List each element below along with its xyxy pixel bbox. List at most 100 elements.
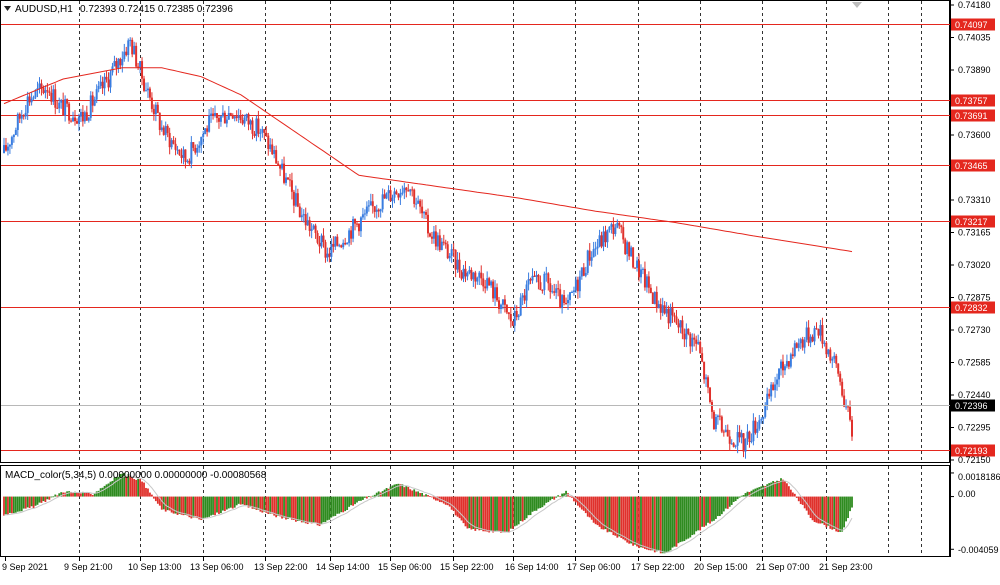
candle-body (393, 191, 396, 198)
candle-body (60, 100, 63, 103)
macd-bar (371, 495, 374, 497)
candle-body (334, 236, 337, 247)
candle-body (180, 155, 183, 158)
macd-bar (742, 495, 745, 497)
macd-bar (663, 496, 666, 554)
candle-body (454, 249, 457, 270)
candle-body (452, 249, 455, 251)
candle-body (501, 299, 504, 305)
macd-bar (669, 496, 672, 551)
candle-body (320, 235, 323, 247)
current-price-tag (951, 399, 995, 412)
candle-body (135, 45, 138, 67)
macd-bar (791, 492, 794, 497)
candle-body (612, 224, 615, 235)
level-tag-label: 0.73691 (955, 111, 988, 121)
macd-bar (291, 496, 293, 520)
candle-body (845, 406, 848, 408)
macd-bar (336, 496, 339, 514)
candle-body (425, 212, 428, 215)
candle-body (371, 201, 374, 207)
macd-title: MACD_color(5,34,5) 0.00000000 0.00000000… (5, 470, 267, 481)
macd-bar (782, 479, 784, 497)
candle-body (665, 308, 668, 314)
candle-body (831, 358, 834, 361)
macd-bar (54, 494, 57, 497)
candle-body (835, 355, 838, 364)
candle-body (643, 268, 646, 288)
candle-body (466, 272, 469, 277)
candle-body (127, 40, 130, 55)
scroll-marker-icon[interactable] (852, 2, 862, 8)
macd-bar (442, 496, 445, 504)
macd-bar (72, 492, 74, 497)
candle-body (488, 278, 491, 286)
price-tick-label: 0.72730 (958, 325, 991, 335)
macd-bar (115, 477, 118, 497)
candle-body (462, 268, 465, 279)
candle-body (403, 187, 406, 193)
triangle-down-icon[interactable] (4, 6, 11, 11)
candle-body (308, 220, 311, 231)
macd-bar (14, 496, 17, 513)
macd-bar (300, 496, 303, 523)
macd-bar (766, 484, 769, 497)
macd-bar (655, 496, 658, 552)
candle-body (79, 111, 82, 117)
candle-body (407, 190, 410, 192)
macd-bar (636, 496, 638, 547)
macd-bar (180, 496, 183, 515)
macd-bar (770, 482, 773, 497)
macd-bar (551, 496, 554, 499)
macd-bar (78, 493, 80, 497)
macd-bar (85, 492, 88, 497)
candle-body (432, 231, 435, 239)
candle-body (115, 61, 118, 69)
macd-bar (231, 496, 234, 509)
candle-body (586, 250, 589, 273)
candle-body (480, 272, 483, 279)
time-grid (79, 1, 922, 556)
macd-bar (525, 496, 528, 519)
macd-bar (695, 496, 698, 532)
macd-bar (147, 488, 149, 497)
macd-bar (222, 496, 224, 511)
macd-bar (237, 496, 240, 504)
candle-body (361, 214, 364, 218)
macd-bar (365, 496, 368, 499)
candle-body (427, 214, 429, 234)
macd-bar (837, 496, 840, 533)
candle-body (460, 272, 463, 279)
macd-bar (117, 476, 120, 497)
candle-body (448, 255, 451, 259)
candle-body (574, 279, 577, 291)
candle-body (217, 117, 220, 122)
candle-body (273, 150, 276, 155)
macd-bar (649, 496, 652, 551)
macd-bar (127, 474, 130, 497)
macd-bar (786, 483, 788, 497)
macd-bar (28, 496, 31, 509)
candle-body (754, 420, 757, 433)
candle-body (778, 368, 781, 380)
macd-bar (582, 496, 585, 511)
candle-body (24, 112, 27, 117)
candle-body (799, 339, 802, 344)
candle-body (229, 113, 232, 116)
candle-body (58, 102, 61, 109)
candle-body (292, 191, 295, 206)
macd-bar (352, 496, 354, 506)
macd-bar (151, 494, 153, 497)
macd-bar (638, 496, 640, 549)
candle-body (661, 305, 664, 313)
macd-bar (328, 496, 331, 520)
macd-bar (653, 496, 656, 553)
candle-body (736, 432, 739, 446)
candle-body (245, 114, 248, 118)
macd-bar (519, 496, 522, 522)
time-tick-label: 21 Sep 23:00 (819, 562, 873, 572)
macd-bar (819, 496, 822, 524)
candle-body (476, 277, 479, 282)
